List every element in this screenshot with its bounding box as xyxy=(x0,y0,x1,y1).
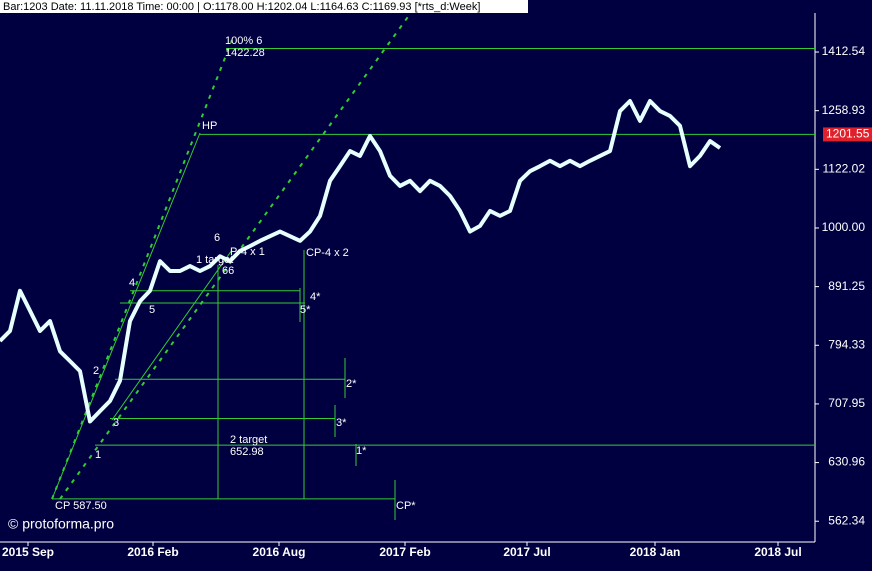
annotation: 2 xyxy=(93,365,99,377)
annotation: CP 587.50 xyxy=(55,500,107,512)
header-box xyxy=(0,0,528,13)
annotation: 4* xyxy=(310,291,321,303)
fib-fan xyxy=(51,39,233,500)
annotation: 2 target xyxy=(230,434,267,446)
annotation: 6 xyxy=(214,232,220,244)
price-line xyxy=(0,99,722,424)
annotation: 1* xyxy=(356,445,367,457)
annotation: 652.98 xyxy=(230,446,264,458)
annotation: P-4 x 1 xyxy=(230,246,265,258)
y-tick-label: 794.33 xyxy=(828,337,865,351)
annotation: 5* xyxy=(300,304,311,316)
annotation: 1422.28 xyxy=(225,47,265,59)
price-marker xyxy=(823,127,872,142)
annotation: HP xyxy=(202,120,217,132)
x-tick-label: 2017 Feb xyxy=(379,545,430,559)
y-tick-label: 707.95 xyxy=(828,396,865,410)
trend-line xyxy=(51,132,201,500)
x-tick-label: 2015 Sep xyxy=(2,545,54,559)
y-tick-label: 1258.93 xyxy=(822,103,866,117)
y-tick-label: 1000.00 xyxy=(822,220,866,234)
annotation: 4 xyxy=(129,277,135,289)
y-tick-label: 562.34 xyxy=(828,513,865,527)
y-tick-label: 891.25 xyxy=(828,279,865,293)
y-tick-label: 1122.02 xyxy=(823,161,866,175)
price-marker-label: 1201.55 xyxy=(826,127,870,141)
annotation: CP-4 x 2 xyxy=(306,247,349,259)
y-tick-label: 630.96 xyxy=(828,455,865,469)
annotation: 66 xyxy=(222,265,234,277)
annotation: 1 xyxy=(95,449,101,461)
x-tick-label: 2018 Jan xyxy=(630,545,681,559)
watermark: © protoforma.pro xyxy=(8,516,114,532)
annotation: 3 xyxy=(113,417,119,429)
x-tick-label: 2018 Jul xyxy=(754,545,801,559)
annotation: 2* xyxy=(346,378,357,390)
annotation: 1 target xyxy=(196,254,233,266)
x-tick-label: 2016 Feb xyxy=(127,545,178,559)
annotation: 3* xyxy=(336,417,347,429)
x-tick-label: 2017 Jul xyxy=(503,545,550,559)
x-tick-label: 2016 Aug xyxy=(253,545,306,559)
y-tick-label: 1412.54 xyxy=(822,44,866,58)
trend-line xyxy=(111,249,233,421)
annotation: 100% 6 xyxy=(225,35,262,47)
annotation: CP* xyxy=(396,500,416,512)
header: Bar:1203 Date: 11.11.2018 Time: 00:00 | … xyxy=(3,1,480,13)
annotation: 5 xyxy=(149,304,155,316)
